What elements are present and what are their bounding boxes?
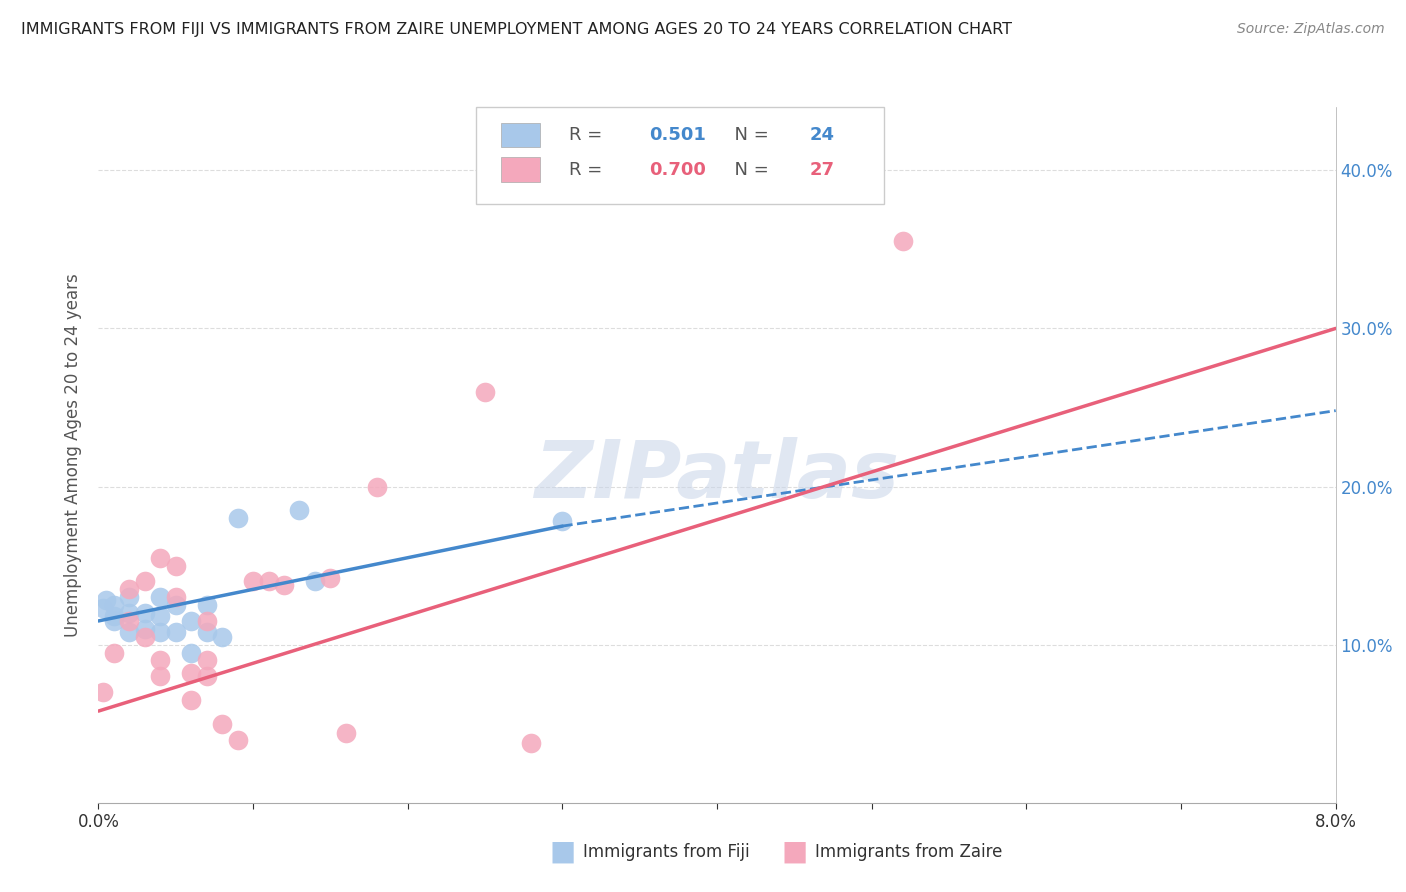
Point (195, 669, 218, 683)
FancyBboxPatch shape (475, 107, 884, 204)
Text: ■: ■ (550, 838, 575, 866)
Point (180, 614, 202, 628)
Point (180, 666, 202, 681)
Point (195, 598, 218, 612)
Point (242, 574, 264, 589)
Point (891, 235, 914, 249)
Point (118, 625, 141, 640)
Point (195, 653, 218, 667)
Text: R =: R = (568, 161, 607, 178)
Point (118, 591, 141, 605)
Point (149, 550, 172, 565)
Point (226, 511, 249, 525)
Text: IMMIGRANTS FROM FIJI VS IMMIGRANTS FROM ZAIRE UNEMPLOYMENT AMONG AGES 20 TO 24 Y: IMMIGRANTS FROM FIJI VS IMMIGRANTS FROM … (21, 22, 1012, 37)
Point (103, 646, 125, 660)
Point (118, 582, 141, 597)
Point (273, 577, 295, 591)
Point (118, 606, 141, 620)
Point (165, 591, 187, 605)
Point (149, 609, 172, 624)
Point (474, 384, 496, 399)
FancyBboxPatch shape (501, 158, 540, 182)
Point (195, 614, 218, 628)
Text: N =: N = (723, 161, 775, 178)
Point (91, 685, 114, 699)
Point (149, 669, 172, 683)
Text: Immigrants from Zaire: Immigrants from Zaire (815, 843, 1002, 861)
Point (319, 571, 342, 585)
Text: 27: 27 (810, 161, 835, 178)
Text: 24: 24 (810, 126, 835, 144)
Text: Immigrants from Fiji: Immigrants from Fiji (583, 843, 751, 861)
Point (335, 726, 357, 740)
Point (149, 591, 172, 605)
Point (134, 574, 156, 589)
Point (366, 479, 388, 493)
Text: 0.700: 0.700 (650, 161, 706, 178)
Point (96, 593, 118, 607)
Text: R =: R = (568, 126, 607, 144)
Point (149, 625, 172, 640)
Point (551, 514, 574, 528)
Point (149, 653, 172, 667)
Point (134, 606, 156, 620)
Point (257, 574, 280, 589)
Point (180, 646, 202, 660)
Point (134, 630, 156, 644)
Text: ■: ■ (782, 838, 807, 866)
Text: ZIPatlas: ZIPatlas (534, 437, 900, 515)
Point (211, 630, 233, 644)
Point (211, 716, 233, 731)
Point (103, 609, 125, 624)
Point (134, 622, 156, 636)
Point (165, 625, 187, 640)
Point (103, 598, 125, 612)
Point (165, 598, 187, 612)
Point (288, 503, 311, 517)
Point (195, 625, 218, 640)
Point (91, 601, 114, 615)
Point (520, 736, 543, 750)
Point (165, 558, 187, 573)
Text: Source: ZipAtlas.com: Source: ZipAtlas.com (1237, 22, 1385, 37)
Point (180, 693, 202, 707)
Y-axis label: Unemployment Among Ages 20 to 24 years: Unemployment Among Ages 20 to 24 years (63, 273, 82, 637)
Point (304, 574, 326, 589)
Text: 0.501: 0.501 (650, 126, 706, 144)
FancyBboxPatch shape (501, 123, 540, 147)
Point (226, 732, 249, 747)
Point (103, 614, 125, 628)
Point (118, 614, 141, 628)
Text: N =: N = (723, 126, 775, 144)
